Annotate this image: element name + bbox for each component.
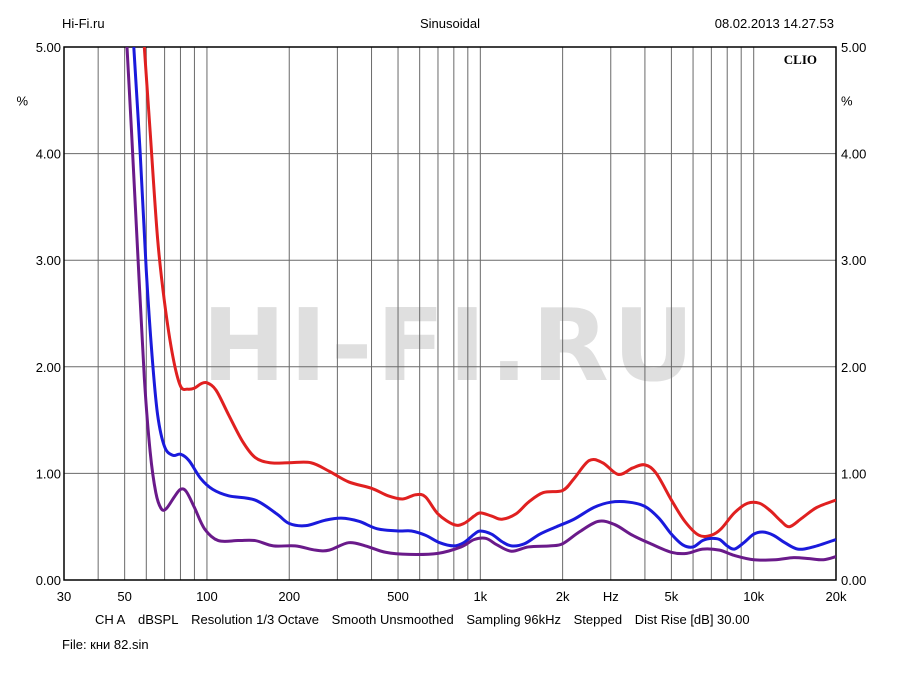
y-tick-label-right: 4.00	[841, 147, 866, 162]
x-tick-label: 2k	[556, 589, 570, 604]
file-name-label: File: кни 82.sin	[62, 637, 149, 652]
y-tick-label-left: 2.00	[36, 360, 61, 375]
x-tick-label: 200	[278, 589, 300, 604]
dist-rise-label: Dist Rise [dB] 30.00	[635, 612, 750, 627]
x-tick-label: 500	[387, 589, 409, 604]
y-tick-label-left: 3.00	[36, 253, 61, 268]
y-tick-label-right: 1.00	[841, 466, 866, 481]
y-tick-label-left: 5.00	[36, 40, 61, 55]
x-tick-label: 5k	[665, 589, 679, 604]
y-tick-label-left: 0.00	[36, 573, 61, 588]
clio-brand-label: CLIO	[784, 52, 817, 67]
x-tick-label: 50	[117, 589, 131, 604]
x-tick-label: 20k	[826, 589, 847, 604]
y-tick-label-left: 1.00	[36, 466, 61, 481]
y-tick-label-right: 5.00	[841, 40, 866, 55]
y-tick-label-right: 2.00	[841, 360, 866, 375]
channel-label: CH A	[95, 612, 125, 627]
resolution-label: Resolution 1/3 Octave	[191, 612, 319, 627]
watermark: HI-FI.RU	[202, 287, 698, 404]
stepping-label: Stepped	[574, 612, 622, 627]
smoothing-label: Smooth Unsmoothed	[332, 612, 454, 627]
x-unit-label: Hz	[603, 589, 619, 604]
y-tick-label-left: 4.00	[36, 147, 61, 162]
x-tick-label: 1k	[473, 589, 487, 604]
y-unit-label-right: %	[841, 93, 853, 108]
sampling-label: Sampling 96kHz	[466, 612, 561, 627]
unit-label: dBSPL	[138, 612, 178, 627]
y-unit-label-left: %	[16, 93, 28, 108]
x-tick-label: 10k	[743, 589, 764, 604]
x-tick-label: 100	[196, 589, 218, 604]
y-tick-label-right: 3.00	[841, 253, 866, 268]
x-tick-label: 30	[57, 589, 71, 604]
measurement-settings: CH A dBSPL Resolution 1/3 Octave Smooth …	[95, 612, 759, 627]
y-tick-label-right: 0.00	[841, 573, 866, 588]
